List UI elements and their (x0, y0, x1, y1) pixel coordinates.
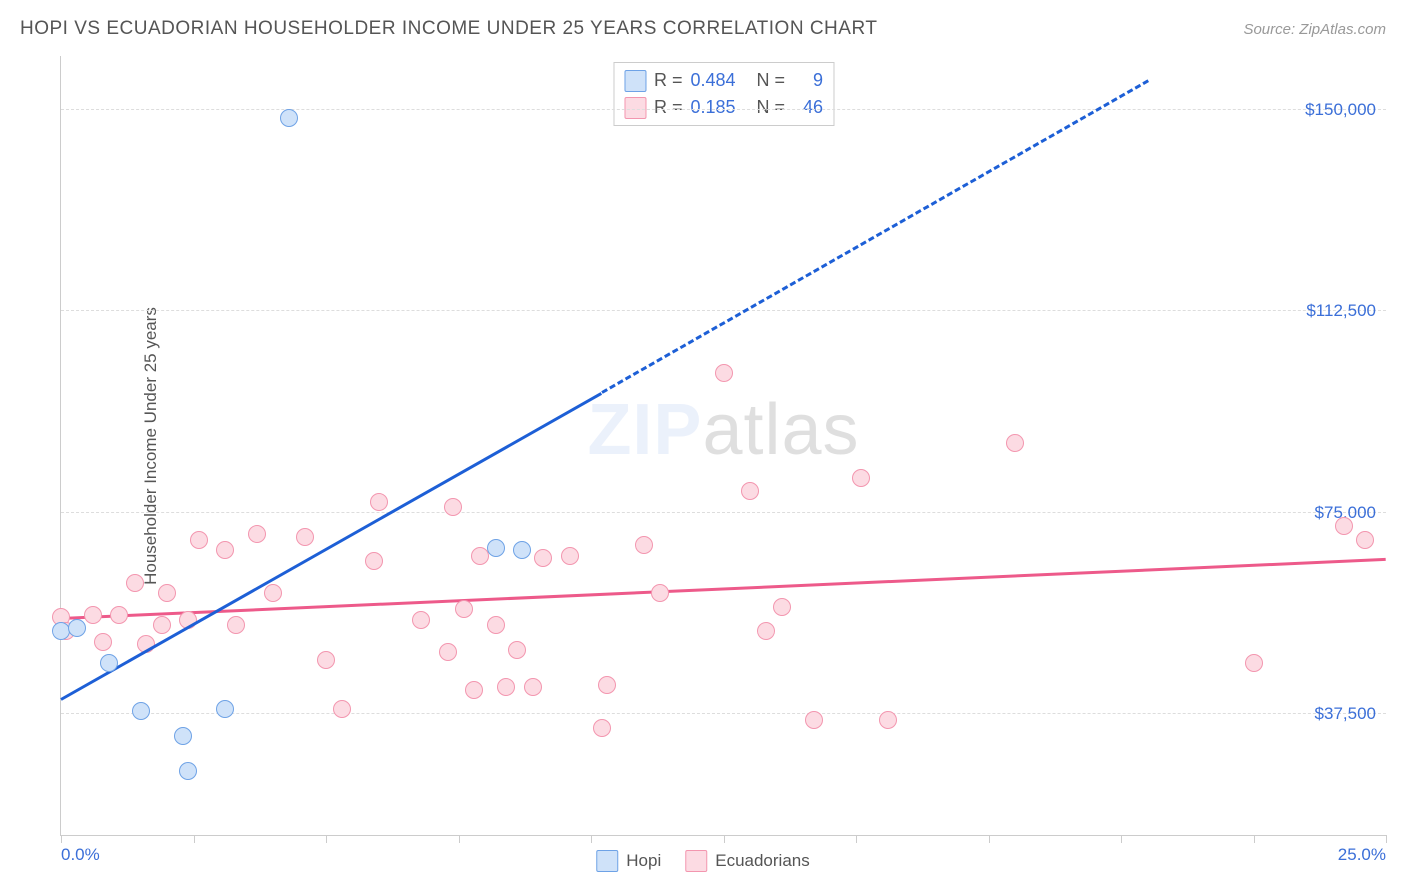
data-point (84, 606, 102, 624)
legend-row-hopi: R = 0.484 N = 9 (624, 67, 823, 94)
data-point (264, 584, 282, 602)
data-point (508, 641, 526, 659)
series-legend: Hopi Ecuadorians (596, 850, 809, 872)
x-tick (459, 835, 460, 843)
x-tick (1121, 835, 1122, 843)
data-point (1356, 531, 1374, 549)
data-point (158, 584, 176, 602)
data-point (179, 762, 197, 780)
data-point (110, 606, 128, 624)
x-tick (724, 835, 725, 843)
swatch-ecuadorians (685, 850, 707, 872)
legend-row-ecuadorians: R = 0.185 N = 46 (624, 94, 823, 121)
data-point (174, 727, 192, 745)
data-point (100, 654, 118, 672)
data-point (153, 616, 171, 634)
y-tick-label: $37,500 (1315, 704, 1376, 724)
trend-line (601, 80, 1148, 394)
x-tick (326, 835, 327, 843)
data-point (439, 643, 457, 661)
data-point (132, 702, 150, 720)
legend-label: Hopi (626, 851, 661, 871)
watermark: ZIPatlas (587, 389, 859, 471)
data-point (216, 541, 234, 559)
data-point (879, 711, 897, 729)
data-point (126, 574, 144, 592)
data-point (715, 364, 733, 382)
x-tick (194, 835, 195, 843)
x-tick (856, 835, 857, 843)
data-point (1006, 434, 1024, 452)
data-point (741, 482, 759, 500)
x-tick (1254, 835, 1255, 843)
data-point (465, 681, 483, 699)
source-attribution: Source: ZipAtlas.com (1243, 21, 1386, 38)
legend-item-hopi: Hopi (596, 850, 661, 872)
y-tick-label: $112,500 (1306, 301, 1376, 321)
legend-label: Ecuadorians (715, 851, 810, 871)
data-point (487, 539, 505, 557)
data-point (370, 493, 388, 511)
y-tick-label: $150,000 (1305, 100, 1376, 120)
data-point (635, 536, 653, 554)
data-point (852, 469, 870, 487)
gridline (61, 713, 1386, 714)
data-point (1245, 654, 1263, 672)
data-point (757, 622, 775, 640)
data-point (513, 541, 531, 559)
x-tick (591, 835, 592, 843)
swatch-ecuadorians (624, 97, 646, 119)
data-point (248, 525, 266, 543)
x-tick (61, 835, 62, 843)
data-point (412, 611, 430, 629)
scatter-plot: ZIPatlas R = 0.484 N = 9 R = 0.185 N = 4… (60, 56, 1386, 836)
swatch-hopi (624, 70, 646, 92)
data-point (190, 531, 208, 549)
chart-title: HOPI VS ECUADORIAN HOUSEHOLDER INCOME UN… (20, 18, 877, 40)
data-point (68, 619, 86, 637)
data-point (593, 719, 611, 737)
data-point (534, 549, 552, 567)
gridline (61, 109, 1386, 110)
data-point (805, 711, 823, 729)
legend-item-ecuadorians: Ecuadorians (685, 850, 810, 872)
data-point (216, 700, 234, 718)
data-point (487, 616, 505, 634)
x-tick (1386, 835, 1387, 843)
x-tick (989, 835, 990, 843)
data-point (365, 552, 383, 570)
swatch-hopi (596, 850, 618, 872)
data-point (455, 600, 473, 618)
data-point (1335, 517, 1353, 535)
x-tick-label: 0.0% (61, 845, 100, 865)
data-point (280, 109, 298, 127)
data-point (651, 584, 669, 602)
data-point (524, 678, 542, 696)
data-point (773, 598, 791, 616)
gridline (61, 310, 1386, 311)
data-point (598, 676, 616, 694)
data-point (333, 700, 351, 718)
x-tick-label: 25.0% (1338, 845, 1386, 865)
data-point (94, 633, 112, 651)
data-point (317, 651, 335, 669)
data-point (296, 528, 314, 546)
data-point (561, 547, 579, 565)
trend-line (61, 558, 1386, 620)
data-point (497, 678, 515, 696)
gridline (61, 512, 1386, 513)
correlation-legend: R = 0.484 N = 9 R = 0.185 N = 46 (613, 62, 834, 126)
data-point (444, 498, 462, 516)
data-point (227, 616, 245, 634)
